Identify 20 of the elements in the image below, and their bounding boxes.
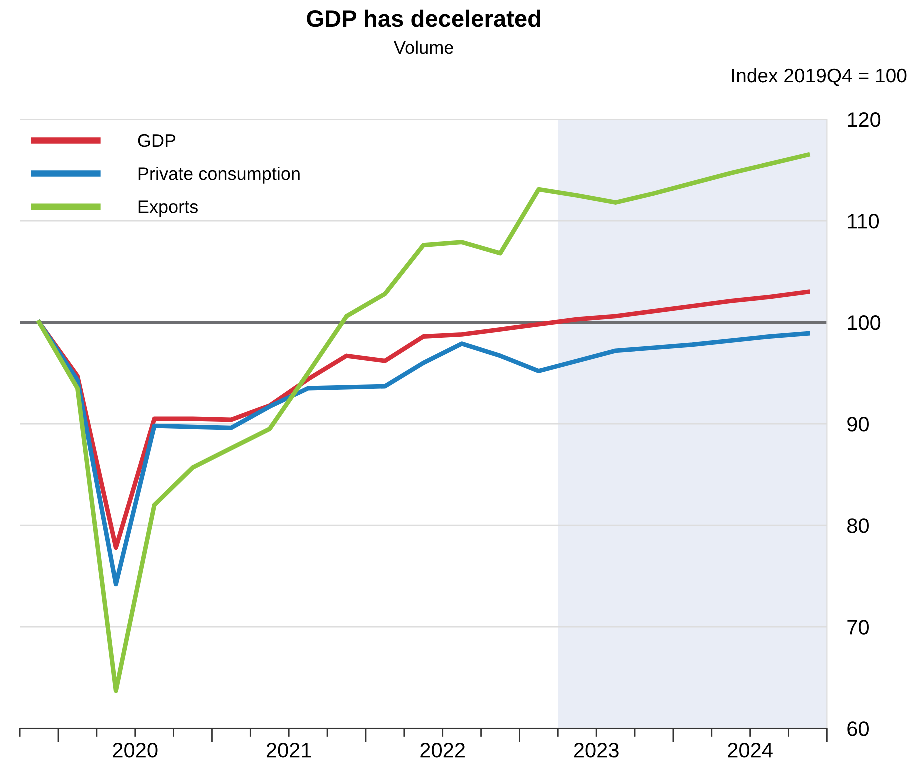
y-tick-label: 90 — [848, 417, 869, 432]
legend-label: Exports — [138, 200, 198, 217]
chart-subtitle: Volume — [394, 40, 454, 54]
x-tick-label: 2022 — [420, 743, 465, 758]
x-tick-label: 2021 — [266, 743, 312, 758]
legend-label: Private consumption — [138, 167, 300, 184]
y-tick-label: 70 — [848, 620, 869, 635]
x-tick-label: 2023 — [574, 743, 619, 758]
y-tick-label: 60 — [848, 722, 869, 736]
line-series — [37, 152, 810, 694]
x-tick-label: 2020 — [113, 743, 158, 758]
x-tick-label: 2024 — [728, 743, 773, 758]
legend-label: GDP — [138, 134, 176, 148]
y-tick-label: 80 — [848, 518, 869, 534]
y-axis-title: Index 2019Q4 = 100 — [732, 68, 907, 86]
line-series — [37, 320, 810, 587]
y-tick-label: 120 — [848, 112, 881, 128]
y-tick-label: 110 — [848, 214, 880, 229]
y-tick-label: 100 — [848, 316, 881, 330]
chart-title: GDP has decelerated — [307, 10, 540, 28]
